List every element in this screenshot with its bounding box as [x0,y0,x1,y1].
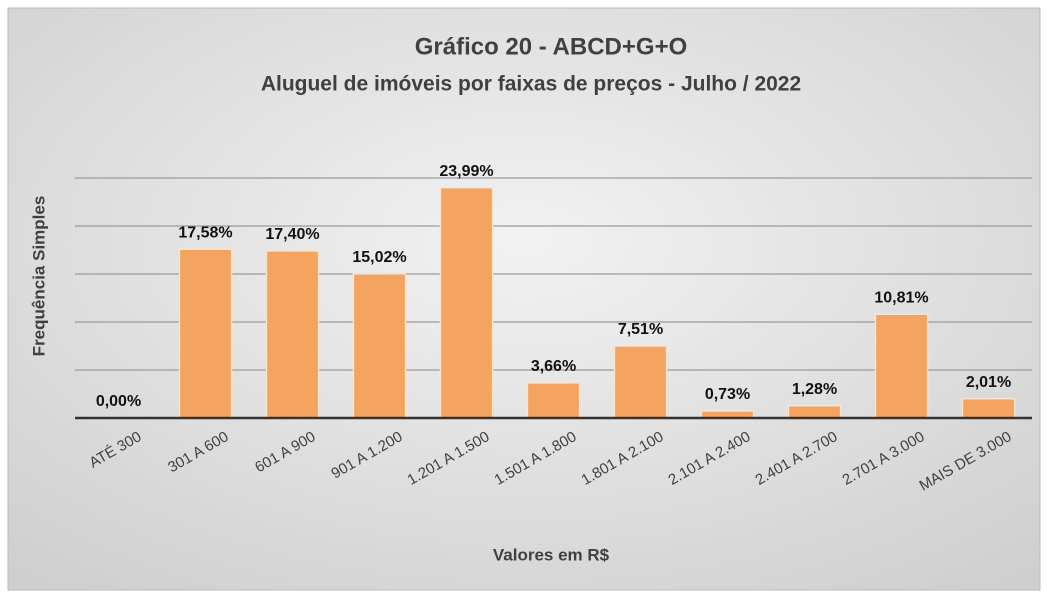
bar [526,382,581,419]
data-label: 10,81% [874,289,928,306]
bar [352,273,407,419]
data-label: 3,66% [531,358,576,375]
y-axis-label: Frequência Simples [29,196,48,357]
data-label: 0,73% [705,386,750,403]
data-label: 2,01% [966,374,1011,391]
bar [787,404,842,419]
bar [178,248,233,419]
data-label: 17,40% [265,226,319,243]
data-label: 1,28% [792,381,837,398]
bar [439,186,494,419]
bar [961,397,1016,419]
data-label: 0,00% [96,393,141,410]
bar [874,313,929,419]
bar [265,250,320,419]
data-label: 17,58% [178,224,232,241]
chart-subtitle: Aluguel de imóveis por faixas de preços … [261,73,801,96]
bar [613,345,668,419]
data-label: 7,51% [618,321,663,338]
data-label: 23,99% [439,163,493,180]
data-label: 15,02% [352,249,406,266]
chart-title: Gráfico 20 - ABCD+G+O [415,33,688,60]
x-axis-label: Valores em R$ [493,545,610,564]
